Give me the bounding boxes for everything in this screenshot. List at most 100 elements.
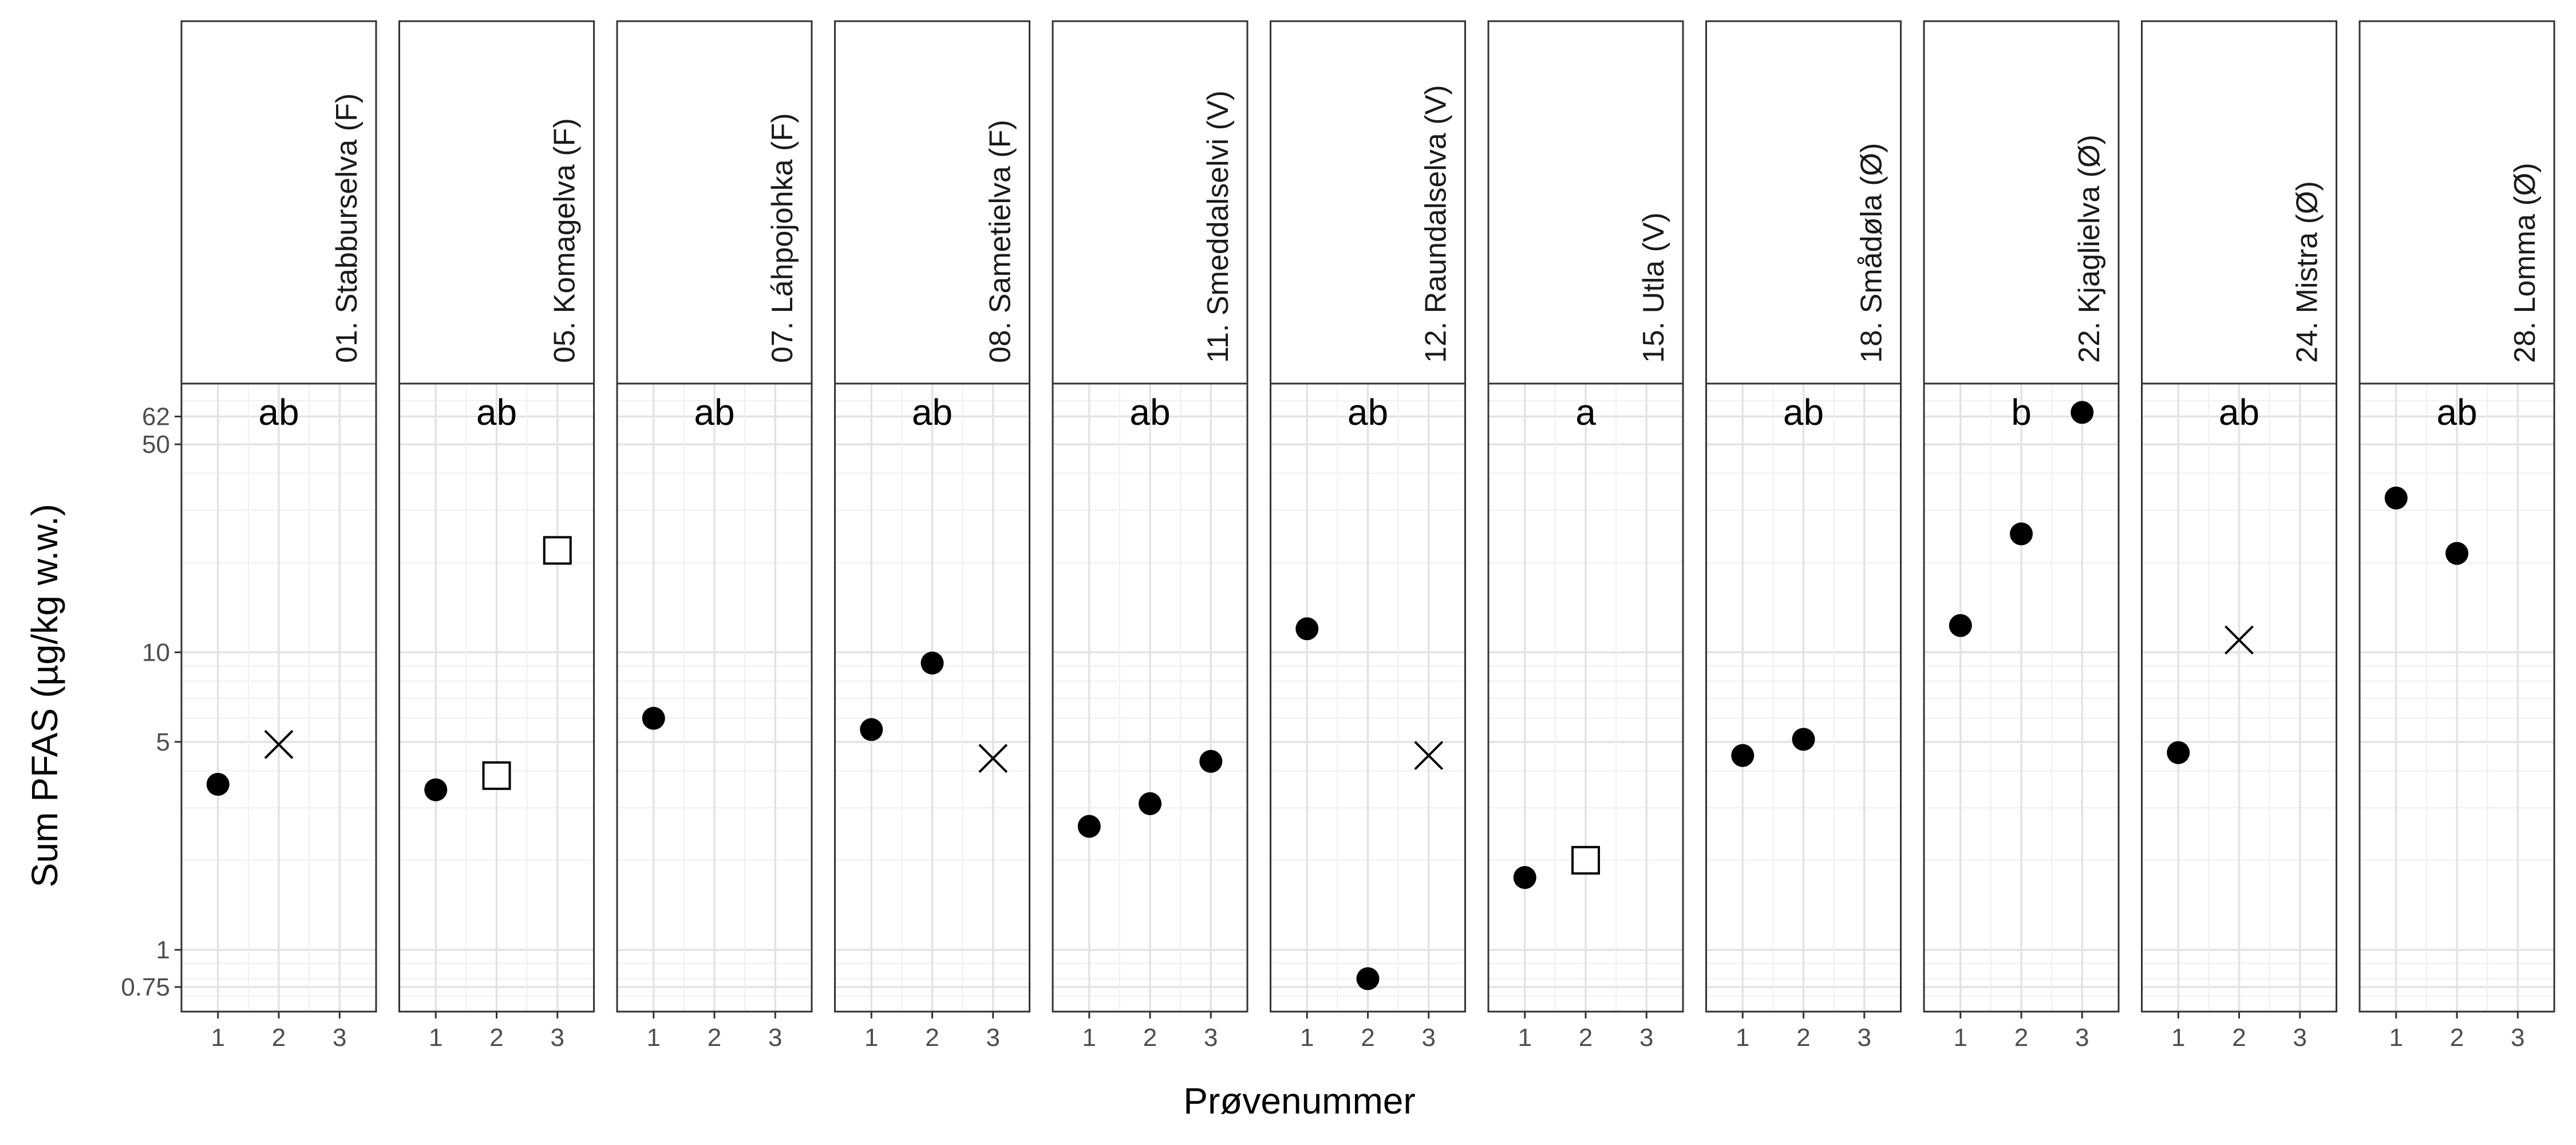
y-tick-label: 5 (156, 728, 170, 756)
group-letter: ab (912, 392, 953, 433)
strip-background (616, 20, 813, 385)
strip-background (1487, 20, 1684, 385)
data-point-circle (424, 778, 448, 802)
x-tick-label: 2 (708, 1024, 721, 1052)
data-point-circle (2445, 542, 2468, 565)
group-letter: ab (694, 392, 734, 433)
panel-border (616, 382, 813, 1013)
panel-7: 1 2 3 15. Utla (V) a (1487, 20, 1684, 1052)
group-letter: a (1575, 392, 1596, 433)
data-point-circle (1295, 617, 1319, 641)
x-tick-label: 1 (211, 1024, 225, 1052)
x-tick-label: 2 (925, 1024, 939, 1052)
panel-border (398, 382, 595, 1013)
strip-background (398, 20, 595, 385)
panel-4: 1 2 3 08. Sametielva (F) ab (834, 20, 1030, 1052)
x-tick-label: 1 (647, 1024, 661, 1052)
group-letter: ab (2219, 392, 2259, 433)
x-tick-label: 1 (1082, 1024, 1096, 1052)
panel-3: 1 2 3 07. Láhpojohka (F) ab (616, 20, 813, 1052)
strip-background (2358, 20, 2555, 385)
data-point-circle (2167, 741, 2190, 764)
data-point-circle (920, 652, 944, 675)
x-tick-label: 3 (1858, 1024, 1871, 1052)
y-axis-title: Sum PFAS (µg/kg w.w.) (24, 504, 65, 887)
x-tick-label: 1 (1300, 1024, 1314, 1052)
x-tick-label: 2 (272, 1024, 286, 1052)
group-letter: ab (1783, 392, 1824, 433)
panel-border (1052, 382, 1249, 1013)
data-point-cross (264, 729, 294, 759)
data-point-circle (1199, 749, 1223, 773)
data-point-cross (1414, 741, 1444, 771)
x-tick-label: 3 (551, 1024, 564, 1052)
panel-10: 1 2 3 24. Mistra (Ø) ab (2141, 20, 2337, 1052)
group-letter: ab (1129, 392, 1170, 433)
panel-label: 18. Smådøla (Ø) (1855, 143, 1888, 363)
group-letter: ab (1348, 392, 1388, 433)
panel-label: 22. Kjaglielva (Ø) (2073, 135, 2106, 363)
y-tick-label: 0.75 (121, 973, 170, 1001)
data-point-circle (1513, 866, 1536, 889)
data-point-square (543, 536, 572, 565)
panel-label: 28. Lomma (Ø) (2508, 163, 2542, 363)
data-point-cross (978, 744, 1008, 773)
x-tick-label: 3 (333, 1024, 346, 1052)
group-letter: ab (258, 392, 299, 433)
strip-background (1270, 20, 1466, 385)
y-tick-label: 1 (156, 936, 170, 964)
panel-label: 11. Smeddalselvi (V) (1202, 90, 1235, 363)
panel-border (2358, 382, 2555, 1013)
x-tick-label: 3 (768, 1024, 782, 1052)
data-point-circle (206, 772, 230, 796)
panel-label: 08. Sametielva (F) (984, 120, 1017, 363)
data-point-circle (1792, 728, 1815, 751)
panel-label: 01. Stabburselva (F) (330, 93, 364, 363)
x-tick-label: 2 (2232, 1024, 2246, 1052)
x-tick-label: 1 (429, 1024, 442, 1052)
data-point-circle (2384, 486, 2408, 510)
panel-11: 1 2 3 28. Lomma (Ø) ab (2358, 20, 2555, 1052)
cross-stroke (978, 744, 1008, 773)
x-tick-label: 1 (1518, 1024, 1532, 1052)
panel-2: 1 2 3 05. Komagelva (F) ab (398, 20, 595, 1052)
panel-label: 15. Utla (V) (1637, 212, 1670, 363)
data-point-circle (2010, 522, 2033, 546)
x-tick-label: 3 (1422, 1024, 1436, 1052)
panel-border (1705, 382, 1902, 1013)
strip-background (1923, 20, 2120, 385)
strip-background (1052, 20, 1249, 385)
x-tick-label: 1 (864, 1024, 878, 1052)
cross-stroke (264, 729, 294, 759)
cross-stroke (2225, 625, 2254, 655)
panels-layer: 1 2 301. Stabburselva (F)ab1 2 305. Komagelv… (180, 20, 2555, 1052)
data-point-circle (1139, 792, 1161, 815)
y-tick-label: 10 (142, 638, 170, 666)
panel-5: 1 2 3 11. Smeddalselvi (V) ab (1052, 20, 1249, 1052)
panel-8: 1 2 3 18. Smådøla (Ø) ab (1705, 20, 1902, 1052)
data-point-circle (642, 706, 665, 730)
data-point-circle (1077, 815, 1101, 838)
panel-label: 07. Láhpojohka (F) (766, 113, 799, 364)
x-tick-label: 1 (1954, 1024, 1967, 1052)
data-point-circle (2071, 401, 2094, 424)
data-point-circle (1356, 967, 1380, 990)
panel-label: 24. Mistra (Ø) (2291, 181, 2324, 363)
data-point-circle (1949, 614, 1972, 637)
x-tick-label: 1 (2389, 1024, 2403, 1052)
x-axis-title: Prøvenummer (1183, 1080, 1415, 1122)
data-point-square (482, 761, 511, 790)
data-point-cross (2225, 625, 2254, 655)
panel-border (180, 382, 377, 1013)
data-point-circle (1731, 744, 1755, 767)
cross-stroke (1414, 741, 1444, 771)
panel-border (834, 382, 1030, 1013)
panel-1: 1 2 3 01. Stabburselva (F) ab (180, 20, 377, 1052)
x-tick-label: 2 (1579, 1024, 1593, 1052)
x-tick-label: 2 (2014, 1024, 2028, 1052)
panel-9: 1 2 3 22. Kjaglielva (Ø) b (1923, 20, 2120, 1052)
panel-border (1923, 382, 2120, 1013)
group-letter: b (2011, 392, 2032, 433)
strip-background (180, 20, 377, 385)
